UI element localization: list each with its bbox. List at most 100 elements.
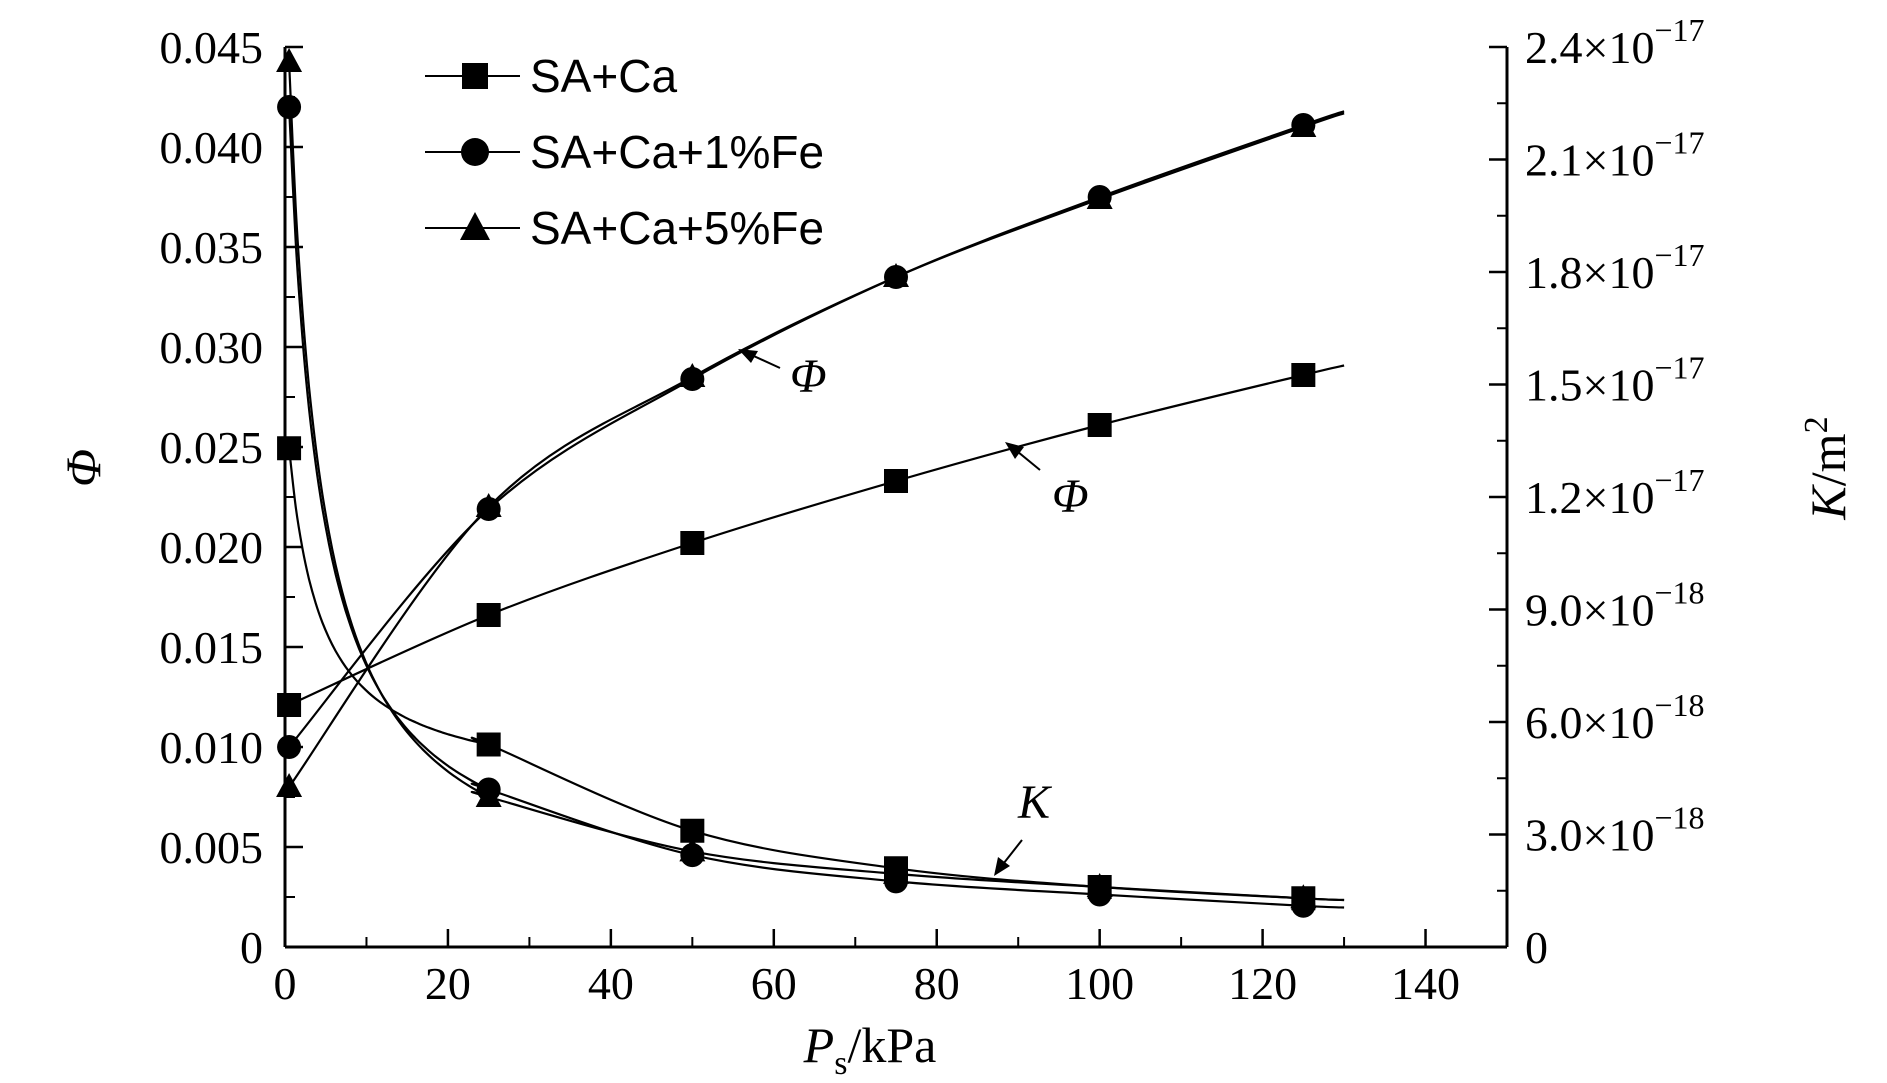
data-point-triangle: [475, 493, 502, 517]
data-point-triangle: [475, 783, 502, 807]
y-right-tick-label: 0: [1525, 922, 1548, 973]
data-point-triangle: [276, 773, 303, 797]
y-left-tick-label: 0.035: [160, 222, 264, 273]
y-left-tick-label: 0.005: [160, 822, 264, 873]
legend-circle-marker: [461, 138, 489, 166]
y-right-tick-exponent: −17: [1654, 237, 1704, 273]
y-right-tick-label: 2.1×10−17: [1525, 125, 1705, 186]
y-right-tick-mantissa: 9.0×10: [1525, 585, 1654, 636]
y-right-tick-label: 3.0×10−18: [1525, 800, 1705, 861]
x-tick-label: 40: [588, 958, 634, 1009]
annotation-phi-saca-arrowhead: [1005, 442, 1024, 459]
series-markers: [276, 48, 1317, 918]
y-right-axis-title-sup: 2: [1798, 416, 1835, 433]
k-curve-sa-ca-5-fe: [288, 61, 1345, 902]
annotation-k-arrowhead: [994, 857, 1010, 876]
data-point-square: [277, 436, 302, 461]
legend: SA+Ca SA+Ca+1%Fe SA+Ca+5%Fe: [425, 50, 824, 254]
x-axis-ticks: 0 20 40 60 80 100 120 140: [274, 929, 1460, 1009]
annotation-k: K: [994, 776, 1053, 876]
y-right-axis-title: K/m2: [1798, 416, 1856, 520]
legend-label-sa-ca-5fe: SA+Ca+5%Fe: [530, 202, 824, 254]
y-left-tick-label: 0.015: [160, 622, 264, 673]
data-point-square: [476, 732, 501, 757]
annotation-phi-saca: Φ: [1005, 442, 1089, 523]
data-point-circle: [277, 735, 302, 759]
y-left-axis-title: Φ: [55, 449, 111, 487]
y-right-tick-exponent: −18: [1654, 575, 1704, 611]
y-right-tick-exponent: −17: [1654, 462, 1704, 498]
y-right-axis-title-main: K: [1800, 484, 1856, 521]
data-point-triangle: [883, 859, 909, 884]
axes: [283, 47, 1509, 949]
data-point-square: [277, 693, 302, 717]
y-right-tick-label: 1.5×10−17: [1525, 350, 1705, 411]
y-right-tick-mantissa: 2.1×10: [1525, 135, 1654, 186]
y-left-tick-label: 0.020: [160, 522, 264, 573]
data-point-triangle: [883, 263, 909, 287]
y-right-tick-exponent: −17: [1654, 350, 1704, 386]
y-right-tick-label: 2.4×10−17: [1525, 12, 1705, 73]
y-right-tick-label: 6.0×10−18: [1525, 687, 1705, 748]
data-point-triangle: [1086, 185, 1113, 209]
x-tick-label: 100: [1065, 958, 1134, 1009]
y-right-tick-exponent: −17: [1654, 12, 1704, 48]
data-point-triangle: [1290, 884, 1317, 909]
y-right-tick-exponent: −17: [1654, 125, 1704, 161]
y-right-axis-title-unit: /m: [1800, 433, 1856, 486]
y-left-tick-label: 0.025: [160, 422, 264, 473]
annotation-phi-fe-label: Φ: [790, 350, 827, 403]
x-tick-label: 20: [425, 958, 471, 1009]
x-tick-label: 0: [274, 958, 297, 1009]
data-point-triangle: [1086, 873, 1113, 897]
y-left-tick-label: 0.010: [160, 722, 264, 773]
x-tick-label: 80: [914, 958, 960, 1009]
legend-label-sa-ca: SA+Ca: [530, 50, 677, 102]
legend-entry-sa-ca: SA+Ca: [425, 50, 677, 102]
annotation-k-label: K: [1017, 776, 1053, 829]
k-curve-sa-ca-1-fe: [288, 106, 1345, 909]
data-point-square: [1291, 363, 1316, 387]
y-left-tick-label: 0.040: [160, 122, 264, 173]
legend-entry-sa-ca-5fe: SA+Ca+5%Fe: [425, 202, 824, 254]
legend-triangle-marker: [460, 212, 490, 240]
y-right-tick-mantissa: 6.0×10: [1525, 697, 1654, 748]
data-point-triangle: [679, 837, 706, 862]
x-axis-title-sub: s: [834, 1045, 847, 1082]
phi-curve-sa-ca: [288, 364, 1345, 707]
x-axis-title-unit: /kPa: [847, 1017, 936, 1073]
y-left-tick-label: 0.045: [160, 22, 264, 73]
series-curves: [288, 61, 1345, 909]
phi-curve-sa-ca-5-fe: [288, 112, 1345, 788]
legend-label-sa-ca-1fe: SA+Ca+1%Fe: [530, 126, 824, 178]
annotation-phi-fe: Φ: [738, 349, 827, 403]
x-axis-title-main: P: [803, 1017, 835, 1073]
y-right-axis-ticks: 03.0×10−186.0×10−189.0×10−181.2×10−171.5…: [1489, 12, 1705, 973]
y-right-tick-exponent: −18: [1654, 800, 1704, 836]
y-right-tick-label: 9.0×10−18: [1525, 575, 1705, 636]
y-right-tick-mantissa: 2.4×10: [1525, 22, 1654, 73]
y-right-tick-mantissa: 1.2×10: [1525, 472, 1654, 523]
y-right-tick-label: 1.8×10−17: [1525, 237, 1705, 298]
y-right-tick-mantissa: 3.0×10: [1525, 810, 1654, 861]
data-point-square: [1087, 413, 1112, 437]
y-right-tick-label: 1.2×10−17: [1525, 462, 1705, 523]
y-right-tick-exponent: −18: [1654, 687, 1704, 723]
data-point-triangle: [1290, 113, 1317, 137]
annotation-phi-saca-label: Φ: [1052, 470, 1089, 523]
legend-square-marker: [462, 63, 488, 89]
y-right-tick-mantissa: 1.5×10: [1525, 360, 1654, 411]
y-right-tick-mantissa: 1.8×10: [1525, 247, 1654, 298]
x-tick-label: 120: [1228, 958, 1297, 1009]
x-tick-label: 60: [751, 958, 797, 1009]
y-left-tick-label: 0: [240, 922, 263, 973]
data-point-triangle: [276, 48, 303, 72]
x-axis-title: Ps/kPa: [803, 1017, 937, 1082]
data-point-square: [476, 603, 501, 627]
legend-entry-sa-ca-1fe: SA+Ca+1%Fe: [425, 126, 824, 178]
k-curve-sa-ca: [288, 448, 1345, 902]
data-point-square: [884, 469, 908, 493]
data-point-circle: [277, 95, 302, 119]
data-point-triangle: [679, 363, 706, 387]
